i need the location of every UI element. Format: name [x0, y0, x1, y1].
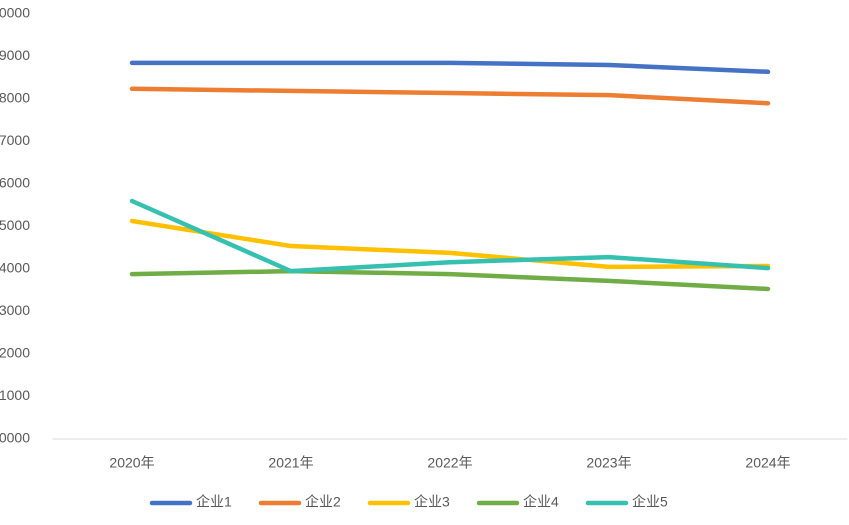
series-line [129, 60, 771, 75]
y-tick-label: 16000 [0, 175, 30, 191]
y-tick-label: 12000 [0, 345, 30, 361]
legend-label: 企业1 [196, 494, 232, 510]
series-line [129, 218, 771, 270]
series-line [129, 86, 771, 106]
legend-label: 企业4 [523, 494, 559, 510]
y-tick-label: 11000 [0, 387, 30, 403]
x-tick-label: 2021年 [268, 455, 313, 471]
x-tick-label: 2022年 [427, 455, 472, 471]
legend-label: 企业2 [305, 494, 341, 510]
x-tick-label: 2024年 [745, 455, 790, 471]
x-tick-label: 2023年 [586, 455, 631, 471]
y-tick-label: 18000 [0, 90, 30, 106]
y-tick-label: 13000 [0, 302, 30, 318]
y-tick-label: 15000 [0, 217, 30, 233]
series-line [129, 268, 771, 292]
y-tick-label: 20000 [0, 5, 30, 21]
y-tick-label: 14000 [0, 260, 30, 276]
y-tick-label: 17000 [0, 132, 30, 148]
x-tick-label: 2020年 [109, 455, 154, 471]
y-tick-label: 19000 [0, 47, 30, 63]
y-tick-label: 10000 [0, 430, 30, 446]
legend-label: 企业3 [414, 494, 450, 510]
series-line [129, 198, 771, 274]
legend-label: 企业5 [632, 494, 668, 510]
